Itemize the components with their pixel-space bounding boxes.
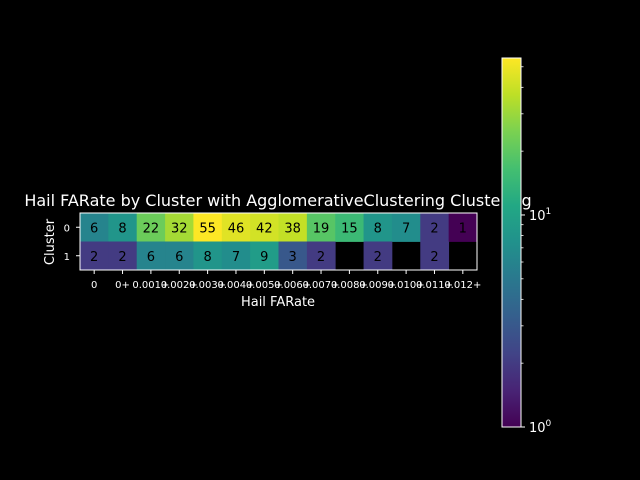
x-axis-ticks: 0 0+ 0.001+0.002+0.003+0.004+0.005+0.006+0… <box>91 270 481 291</box>
heatmap-cell <box>363 241 393 271</box>
cell-value-label: 2 <box>90 250 98 265</box>
heatmap-cell <box>278 241 308 271</box>
heatmap-cell <box>250 213 279 242</box>
x-tick-label: 0.002+ <box>161 280 198 291</box>
heatmap-cell <box>250 241 279 271</box>
chart-title: Hail FARate by Cluster with Agglomerativ… <box>24 191 531 210</box>
heatmap-cell <box>278 213 308 242</box>
cell-value-label: 32 <box>171 221 188 236</box>
heatmap-cell <box>221 213 251 242</box>
heatmap-cell <box>108 241 138 271</box>
x-tick-label: 0.011+ <box>416 280 453 291</box>
cell-value-label: 7 <box>232 250 240 265</box>
heatmap-cell <box>136 213 166 242</box>
cell-value-label: 46 <box>228 221 245 236</box>
x-tick-label: 0.010+ <box>388 280 425 291</box>
cell-value-label: 6 <box>147 250 155 265</box>
x-tick-label: 0.009+ <box>359 280 396 291</box>
cell-value-label: 22 <box>143 221 160 236</box>
cell-value-label: 1 <box>459 221 467 236</box>
heatmap-cell <box>420 241 450 271</box>
cell-value-label: 15 <box>341 221 358 236</box>
heatmap-cell <box>448 213 478 242</box>
heatmap-cell <box>193 213 223 242</box>
heatmap-cell <box>306 213 336 242</box>
x-tick-label: 0.012+ <box>444 280 481 291</box>
x-tick-label: 0+ <box>115 280 130 291</box>
cell-value-label: 3 <box>289 250 297 265</box>
heatmap-cell <box>306 241 336 271</box>
colorbar <box>501 57 522 428</box>
heatmap-cell <box>108 213 138 242</box>
cell-value-label: 7 <box>402 221 410 236</box>
heatmap-cell <box>80 213 109 242</box>
x-tick-label: 0.008+ <box>331 280 368 291</box>
y-tick-label: 0 <box>64 223 70 234</box>
x-tick-label: 0.001+ <box>132 280 169 291</box>
x-tick-label: 0.007+ <box>303 280 340 291</box>
cell-value-label: 2 <box>430 250 438 265</box>
heatmap-cell <box>136 241 166 271</box>
colorbar-tick-label: 101 <box>529 207 551 224</box>
cell-value-label: 8 <box>203 250 211 265</box>
colorbar-tick-label: 100 <box>529 419 552 436</box>
cell-value-label: 2 <box>430 221 438 236</box>
x-axis-label: Hail FARate <box>241 295 315 310</box>
y-axis-label: Cluster <box>43 218 58 265</box>
cell-value-label: 55 <box>199 221 216 236</box>
cell-value-label: 9 <box>260 250 268 265</box>
heatmap-cell <box>363 213 393 242</box>
cell-value-label: 42 <box>256 221 273 236</box>
x-tick-label: 0 <box>91 280 97 291</box>
heatmap-cell <box>165 213 194 242</box>
cell-value-label: 6 <box>90 221 98 236</box>
heatmap-cell <box>221 241 251 271</box>
y-tick-label: 1 <box>64 252 70 263</box>
colorbar-ticks: 100 101 <box>521 66 552 436</box>
heatmap-cells: 6 8 22 32 55 46 42 38 19 15 8 7 2 12 2 6 6 8 7 9 3 2 2 2 <box>80 213 478 271</box>
cell-value-label: 8 <box>118 221 126 236</box>
heatmap-cell <box>391 213 421 242</box>
x-tick-label: 0.006+ <box>274 280 311 291</box>
plot-frame <box>79 212 478 271</box>
x-tick-label: 0.004+ <box>217 280 254 291</box>
cell-value-label: 2 <box>118 250 126 265</box>
cell-value-label: 2 <box>374 250 382 265</box>
heatmap-cell <box>420 213 450 242</box>
heatmap-cell <box>80 241 109 271</box>
heatmap-cell <box>335 213 364 242</box>
x-tick-label: 0.005+ <box>246 280 283 291</box>
y-axis-ticks: 01 <box>64 223 80 263</box>
heatmap-cell <box>193 241 223 271</box>
heatmap-cell <box>165 241 194 271</box>
cell-value-label: 2 <box>317 250 325 265</box>
cell-value-label: 6 <box>175 250 183 265</box>
x-tick-label: 0.003+ <box>189 280 226 291</box>
cell-value-label: 8 <box>374 221 382 236</box>
cell-value-label: 19 <box>313 221 330 236</box>
cell-value-label: 38 <box>284 221 301 236</box>
